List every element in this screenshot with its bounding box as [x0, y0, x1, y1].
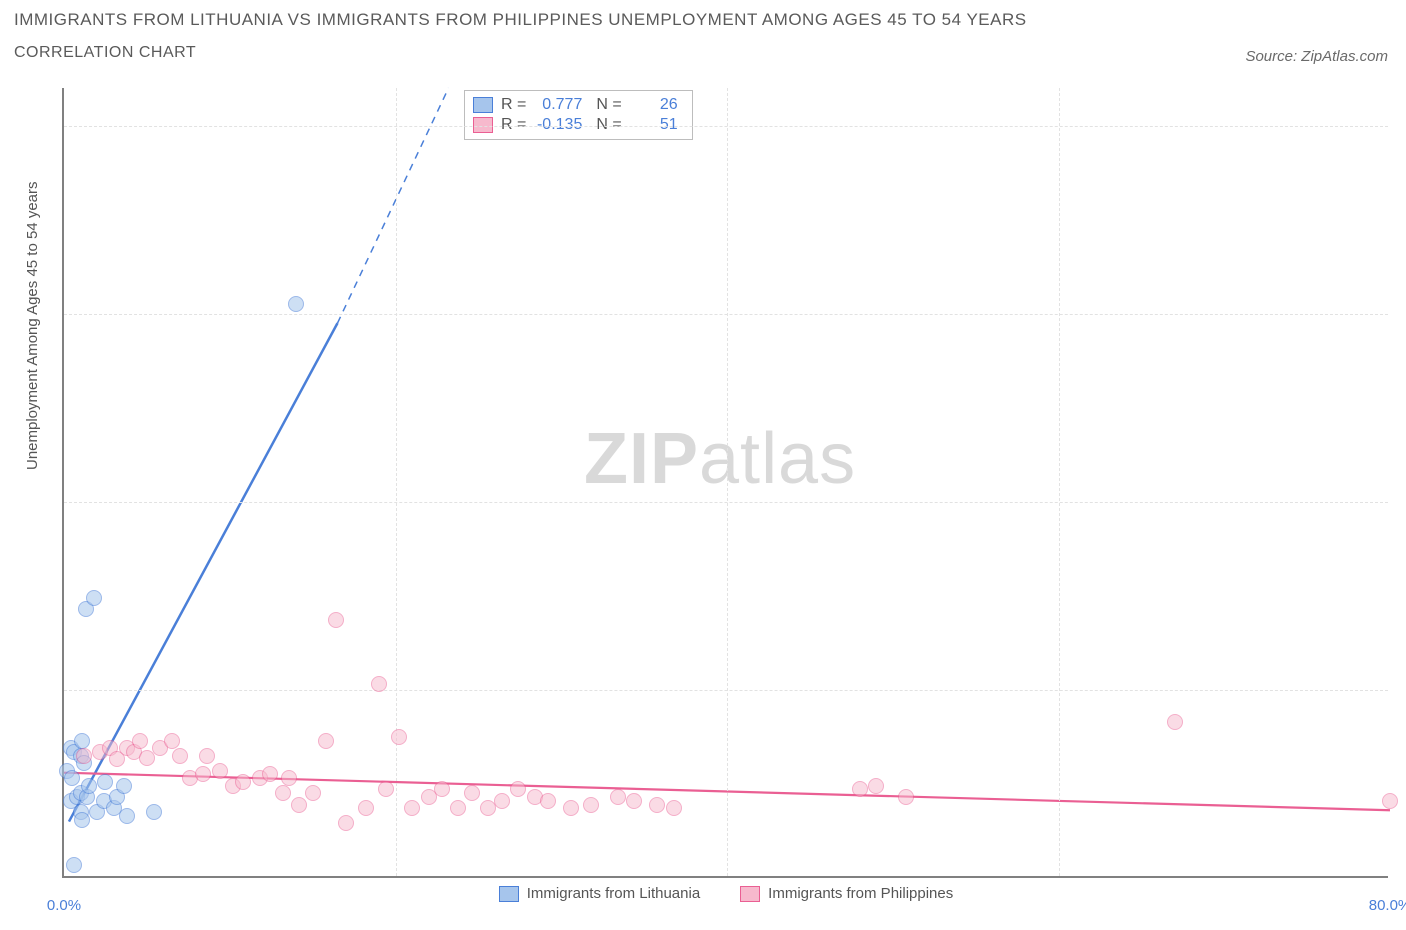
x-tick-label: 80.0% [1369, 897, 1406, 914]
data-point [305, 785, 321, 801]
legend-swatch-philippines [740, 886, 760, 902]
data-point [371, 676, 387, 692]
gridline-h [64, 126, 1388, 127]
watermark-zip: ZIP [584, 419, 699, 499]
gridline-v [727, 88, 728, 876]
trend-lines-svg [64, 88, 1388, 876]
gridline-h [64, 690, 1388, 691]
watermark: ZIPatlas [584, 418, 856, 500]
data-point [119, 808, 135, 824]
data-point [172, 748, 188, 764]
data-point [318, 733, 334, 749]
data-point [97, 774, 113, 790]
data-point [898, 789, 914, 805]
data-point [262, 766, 278, 782]
title-line-1: IMMIGRANTS FROM LITHUANIA VS IMMIGRANTS … [14, 10, 1027, 30]
x-tick-label: 0.0% [47, 897, 81, 914]
legend-label-lithuania: Immigrants from Lithuania [527, 885, 700, 902]
r-value-lithuania: 0.777 [534, 96, 588, 114]
y-tick-label: 20.0% [1398, 493, 1406, 510]
data-point [288, 296, 304, 312]
gridline-h [64, 314, 1388, 315]
data-point [76, 748, 92, 764]
data-point [868, 778, 884, 794]
data-point [610, 789, 626, 805]
data-point [1382, 793, 1398, 809]
data-point [404, 800, 420, 816]
chart-title: IMMIGRANTS FROM LITHUANIA VS IMMIGRANTS … [14, 10, 1027, 62]
stats-box: R = 0.777 N = 26 R = -0.135 N = 51 [464, 90, 693, 140]
n-value-lithuania: 26 [630, 96, 684, 114]
data-point [66, 857, 82, 873]
data-point [583, 797, 599, 813]
gridline-v [396, 88, 397, 876]
gridline-v [1059, 88, 1060, 876]
data-point [64, 770, 80, 786]
plot-area: ZIPatlas R = 0.777 N = 26 R = -0.135 N =… [62, 88, 1388, 878]
data-point [74, 733, 90, 749]
r-label: R = [501, 96, 526, 114]
data-point [212, 763, 228, 779]
data-point [338, 815, 354, 831]
data-point [275, 785, 291, 801]
data-point [81, 778, 97, 794]
gridline-h [64, 502, 1388, 503]
data-point [852, 781, 868, 797]
source-attribution: Source: ZipAtlas.com [1245, 48, 1388, 65]
data-point [450, 800, 466, 816]
data-point [164, 733, 180, 749]
y-tick-label: 30.0% [1398, 305, 1406, 322]
stats-row-lithuania: R = 0.777 N = 26 [473, 95, 684, 115]
data-point [378, 781, 394, 797]
data-point [199, 748, 215, 764]
y-tick-label: 10.0% [1398, 681, 1406, 698]
data-point [358, 800, 374, 816]
data-point [494, 793, 510, 809]
legend-swatch-lithuania [499, 886, 519, 902]
swatch-lithuania [473, 97, 493, 113]
data-point [510, 781, 526, 797]
legend-label-philippines: Immigrants from Philippines [768, 885, 953, 902]
data-point [1167, 714, 1183, 730]
legend-item-lithuania: Immigrants from Lithuania [499, 885, 700, 902]
watermark-atlas: atlas [699, 419, 856, 499]
data-point [464, 785, 480, 801]
data-point [666, 800, 682, 816]
data-point [563, 800, 579, 816]
data-point [116, 778, 132, 794]
data-point [281, 770, 297, 786]
data-point [86, 590, 102, 606]
data-point [146, 804, 162, 820]
legend-item-philippines: Immigrants from Philippines [740, 885, 953, 902]
data-point [626, 793, 642, 809]
data-point [540, 793, 556, 809]
data-point [649, 797, 665, 813]
y-axis-label: Unemployment Among Ages 45 to 54 years [24, 181, 41, 470]
legend: Immigrants from Lithuania Immigrants fro… [64, 885, 1388, 902]
n-label: N = [596, 96, 621, 114]
data-point [74, 812, 90, 828]
data-point [235, 774, 251, 790]
data-point [195, 766, 211, 782]
data-point [132, 733, 148, 749]
data-point [291, 797, 307, 813]
data-point [328, 612, 344, 628]
data-point [434, 781, 450, 797]
title-line-2: CORRELATION CHART [14, 44, 1027, 62]
y-tick-label: 40.0% [1398, 117, 1406, 134]
data-point [391, 729, 407, 745]
